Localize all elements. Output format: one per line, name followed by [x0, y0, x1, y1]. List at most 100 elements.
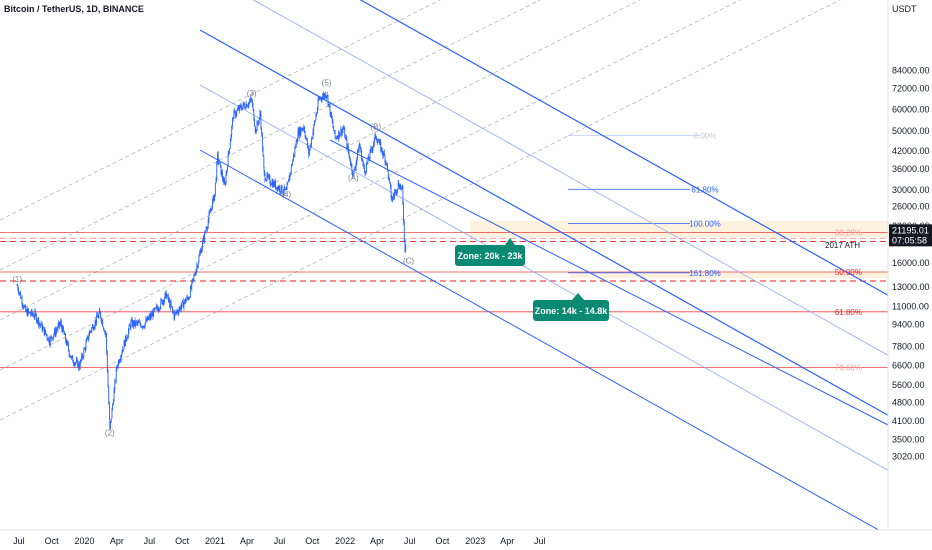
candle-body: [82, 356, 84, 358]
candle-body: [207, 226, 208, 229]
candle-body: [59, 323, 61, 326]
candle-body: [130, 321, 132, 328]
candle-body: [20, 292, 22, 299]
candle-body: [371, 148, 372, 150]
candle-body: [60, 321, 62, 327]
candle-body: [134, 320, 135, 326]
candle-body: [136, 322, 138, 324]
candle-body: [189, 297, 191, 299]
candle-body: [262, 149, 264, 157]
candle-body: [337, 137, 339, 139]
candle-body: [163, 300, 165, 303]
candle-body: [391, 197, 393, 202]
candle-body: [88, 335, 90, 340]
candle-body: [152, 312, 154, 317]
candle-body: [288, 179, 289, 183]
candle-body: [122, 349, 124, 353]
candle-body: [394, 192, 396, 197]
time-axis-panel: [0, 530, 932, 550]
candle-body: [95, 320, 97, 324]
candle-body: [342, 128, 344, 130]
candle-body: [235, 114, 237, 117]
candle-body: [80, 360, 82, 362]
candle-body: [389, 182, 391, 187]
price-tick-label: 4800.00: [892, 398, 925, 408]
candle-body: [382, 152, 384, 156]
candle-body: [96, 315, 98, 318]
candle-body: [187, 296, 188, 298]
candle-body: [205, 229, 207, 232]
candle-body: [320, 97, 322, 99]
candle-body: [26, 309, 28, 316]
candle-body: [271, 181, 273, 186]
candle-body: [68, 344, 69, 351]
candle-body: [239, 105, 240, 111]
candle-body: [91, 327, 93, 332]
last-price-countdown: 07:05:58: [892, 235, 927, 245]
candle-body: [326, 95, 328, 97]
candle-body: [94, 326, 95, 329]
candle-body: [214, 183, 216, 194]
candle-body: [198, 256, 200, 263]
candle-body: [25, 305, 27, 312]
candle-body: [49, 337, 51, 345]
candle-body: [329, 105, 331, 116]
candle-body: [258, 122, 259, 124]
candle-body: [249, 98, 251, 102]
candle-body: [83, 349, 85, 357]
candle-body: [276, 187, 278, 191]
candle-body: [157, 308, 159, 311]
candle-body: [170, 302, 172, 307]
candle-body: [220, 164, 222, 175]
candle-body: [191, 281, 193, 289]
candle-body: [161, 299, 163, 304]
channel-line: [199, 84, 889, 471]
candle-body: [173, 312, 175, 319]
candle-body: [242, 103, 244, 107]
candle-body: [381, 147, 382, 151]
candle-body: [18, 292, 20, 294]
candle-body: [99, 310, 101, 312]
candle-body: [182, 300, 184, 308]
candle-body: [236, 110, 238, 115]
candle-body: [23, 306, 24, 308]
candle-body: [215, 179, 217, 184]
candle-body: [357, 149, 358, 158]
candle-body: [385, 161, 387, 164]
dashed-trendline: [0, 0, 441, 221]
candle-body: [161, 299, 162, 301]
candle-body: [197, 262, 199, 267]
candle-body: [314, 120, 316, 123]
candle-body: [116, 366, 118, 369]
candle-body: [269, 176, 271, 184]
candle-body: [268, 175, 270, 177]
candle-body: [204, 231, 206, 241]
candle-body: [344, 128, 346, 138]
candle-body: [100, 311, 101, 318]
candle-body: [218, 161, 220, 164]
candle-body: [169, 299, 171, 308]
candle-body: [327, 95, 329, 105]
candle-body: [79, 367, 80, 369]
candle-body: [403, 203, 404, 223]
candle-body: [232, 118, 234, 120]
candle-body: [193, 275, 195, 279]
price-tick-label: 16000.00: [892, 258, 930, 268]
candle-body: [127, 336, 129, 339]
candle-body: [202, 241, 203, 249]
candle-body: [246, 104, 248, 107]
candle-body: [258, 117, 260, 123]
candle-body: [167, 294, 168, 296]
zone-callout: [533, 300, 609, 321]
time-tick-label: Apr: [370, 536, 384, 546]
candle-body: [114, 381, 116, 390]
candle-body: [90, 331, 92, 333]
candle-body: [210, 208, 212, 212]
currency-label: USDT: [892, 4, 917, 14]
candle-body: [322, 96, 324, 100]
candle-body: [322, 94, 324, 97]
candle-body: [174, 311, 176, 313]
candle-body: [183, 302, 185, 308]
candle-body: [250, 98, 252, 100]
